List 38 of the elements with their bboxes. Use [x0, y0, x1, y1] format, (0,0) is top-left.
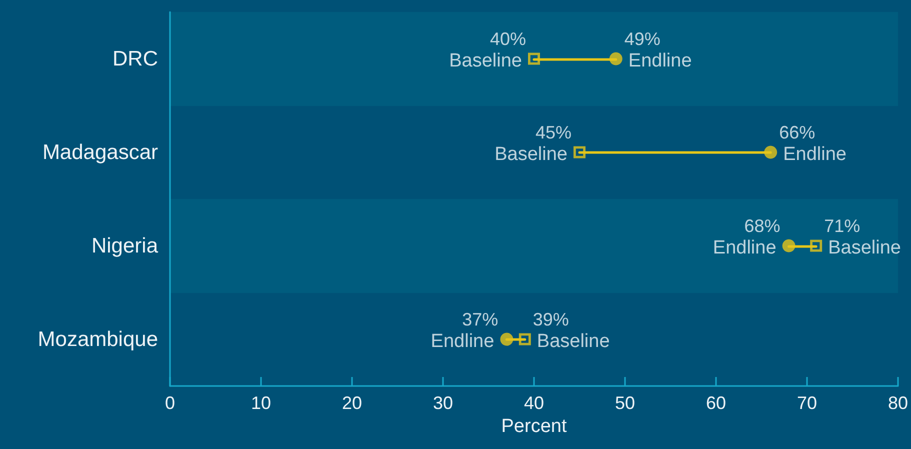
point: [810, 240, 822, 252]
y-tick-label: Nigeria: [91, 234, 158, 258]
data-label: 39%: [532, 309, 569, 330]
point: [609, 52, 622, 66]
x-tick-label: 60: [706, 393, 726, 413]
x-tick-label: 70: [796, 393, 818, 413]
point: [782, 239, 796, 252]
text: Endline: [430, 330, 494, 352]
y-tick-label: Mozambique: [38, 328, 158, 351]
text: Baseline: [449, 50, 522, 72]
data-label: 40%: [490, 28, 526, 49]
data-label: 37%: [462, 309, 498, 330]
x-tick-label: 30: [432, 393, 454, 413]
x-tick-label: 50: [614, 393, 636, 413]
y-tick-label: Madagascar: [42, 140, 158, 164]
series-label: Baseline: [828, 237, 901, 258]
text: Baseline: [494, 144, 568, 165]
y-tick-label: DRC: [112, 47, 158, 70]
point: [764, 146, 778, 159]
x-tick-label: 20: [342, 393, 362, 413]
point: [573, 146, 586, 158]
point: [528, 52, 540, 65]
data-label: 66%: [779, 122, 816, 142]
text: Endline: [712, 237, 776, 258]
data-label: 68%: [744, 216, 780, 236]
x-tick-label: 40: [524, 393, 544, 413]
text: Baseline: [536, 330, 610, 352]
data-label: 45%: [535, 122, 572, 142]
series-label: Endline: [783, 144, 846, 165]
point: [500, 332, 514, 346]
point: [518, 333, 531, 346]
data-label: 71%: [824, 216, 860, 236]
x-axis-title: Percent: [501, 416, 568, 437]
x-tick-label: 0: [164, 393, 176, 413]
text: Endline: [628, 50, 692, 72]
data-label: 49%: [624, 28, 660, 49]
x-tick-label: 80: [888, 393, 908, 413]
x-tick-label: 10: [250, 393, 272, 413]
